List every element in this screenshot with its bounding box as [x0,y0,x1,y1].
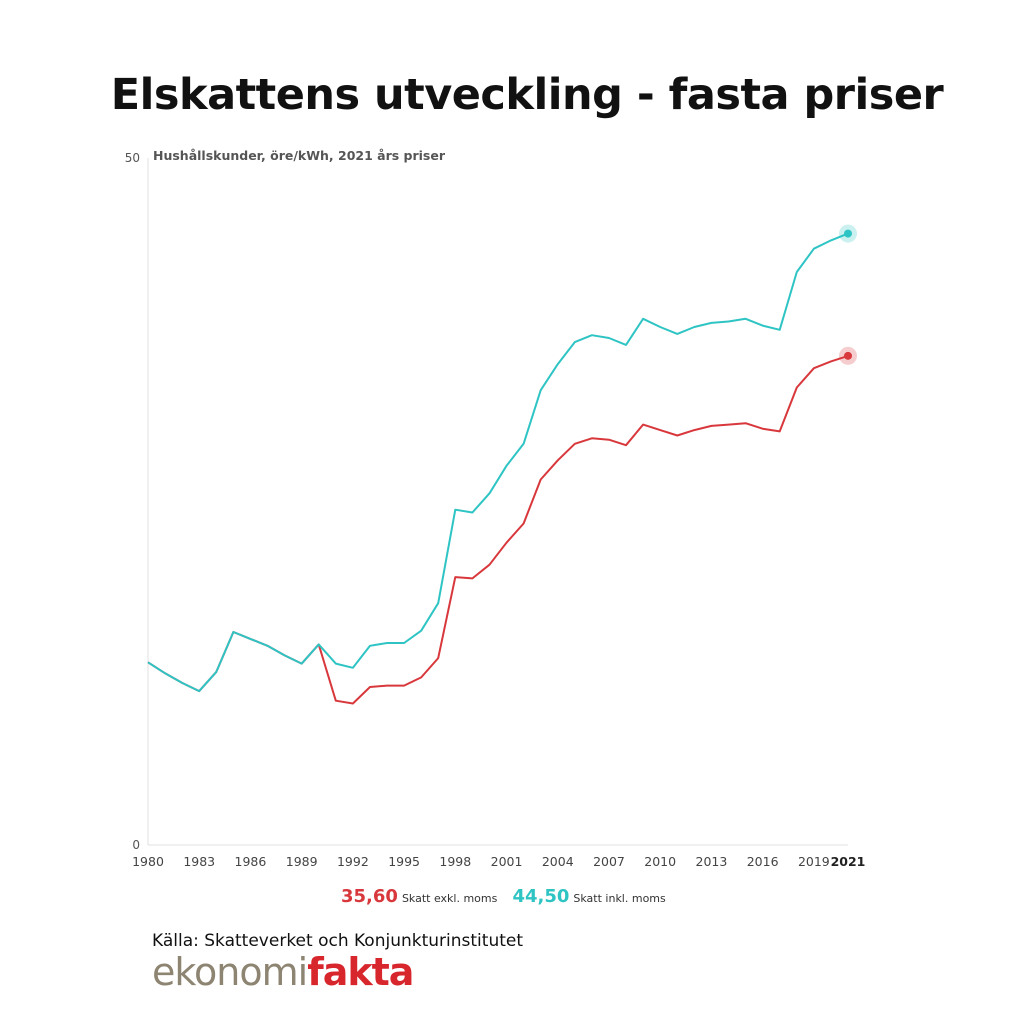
series-line-exkl [147,354,849,705]
series-end-point [844,351,852,360]
x-tick-label: 2016 [747,854,779,869]
series-end-point [844,229,852,238]
chart-axes [147,158,848,846]
y-tick-label: 0 [132,838,140,852]
legend-value-inkl: 44,50 [512,886,570,907]
chart-legend: 35,60 Skatt exkl. moms 44,50 Skatt inkl. m… [341,886,676,907]
x-tick-label: 1998 [439,854,471,869]
ekonomifakta-logo: ekonomifakta [152,950,414,994]
x-tick-label: 1992 [337,854,369,869]
x-tick-label: 2007 [593,854,625,869]
x-tick-label: 1989 [286,854,318,869]
source-note: Källa: Skatteverket och Konjunkturinstit… [152,931,524,951]
x-tick-label: 2010 [644,854,676,869]
legend-label-inkl: Skatt inkl. moms [573,892,666,905]
x-tick-label: 2019 [798,854,830,869]
x-tick-label: 2001 [491,854,523,869]
x-tick-label: 2021 [831,854,866,869]
x-tick-label: 2004 [542,854,574,869]
legend-label-exkl: Skatt exkl. moms [401,892,498,905]
y-tick-label: 50 [125,151,140,165]
chart-labels: 0 50 Hushållskunder, öre/kWh, 2021 års pri… [125,148,866,869]
chart-subtitle: Hushållskunder, öre/kWh, 2021 års priser [153,148,446,163]
series-line-inkl [147,232,849,693]
x-tick-label: 2013 [696,854,728,869]
chart-lines [147,224,857,705]
x-tick-label: 1980 [132,854,164,869]
x-tick-label: 1986 [235,854,267,869]
x-tick-label: 1983 [183,854,215,869]
page-title: Elskattens utveckling - fasta priser [110,70,944,120]
x-tick-label: 1995 [388,854,420,869]
legend-value-exkl: 35,60 [341,886,398,907]
